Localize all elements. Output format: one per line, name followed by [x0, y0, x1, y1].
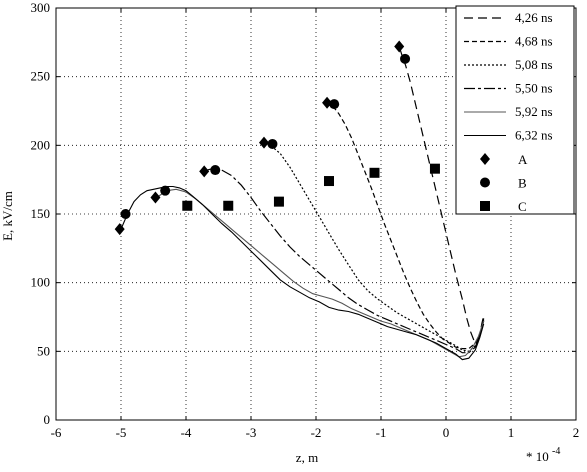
legend-label: C [518, 199, 527, 214]
marker-c [273, 196, 284, 207]
legend-marker-a [480, 153, 490, 165]
y-tick-label: 150 [31, 206, 51, 221]
y-tick-label: 100 [31, 275, 51, 290]
legend-label: 6,32 ns [515, 128, 553, 143]
y-tick-label: 50 [37, 343, 50, 358]
legend-label: 5,92 ns [515, 104, 553, 119]
x-tick-label: -4 [181, 425, 192, 440]
legend-box [455, 5, 575, 215]
marker-c [369, 167, 380, 178]
marker-layer [114, 40, 440, 236]
x-multiplier-base: * 10 [526, 449, 549, 464]
legend-marker-c [480, 201, 490, 211]
legend-marker-b [480, 177, 490, 188]
marker-a [259, 136, 269, 149]
x-tick-label: -6 [51, 425, 62, 440]
legend-label: 5,08 ns [515, 57, 553, 72]
x-axis-multiplier: * 10 -4 [526, 446, 560, 464]
marker-b [329, 99, 340, 110]
series-line-4 [202, 168, 485, 354]
series-line-5 [156, 188, 485, 358]
x-axis-label: z, m [296, 450, 318, 465]
legend: 4,26 ns 4,68 ns 5,08 ns 5,50 ns 5,92 ns 6,32 … [455, 5, 575, 215]
marker-a [114, 223, 125, 236]
legend-label: 4,68 ns [515, 34, 553, 49]
legend-label: 5,50 ns [515, 81, 553, 96]
x-tick-label: -2 [311, 425, 322, 440]
axis-ticks: -6 -5 -4 -3 -2 -1 0 1 2 0 50 100 150 200 250 300 [31, 0, 580, 440]
y-tick-label: 200 [31, 137, 51, 152]
legend-label: 4,26 ns [515, 10, 553, 25]
y-tick-label: 0 [44, 412, 51, 427]
marker-a [394, 40, 405, 53]
marker-b [400, 53, 411, 64]
series-line-3 [263, 142, 485, 352]
x-tick-label: -5 [116, 425, 127, 440]
legend-label: A [518, 152, 528, 167]
marker-c [223, 200, 234, 211]
x-tick-label: -1 [376, 425, 387, 440]
x-multiplier-exponent: -4 [552, 446, 560, 457]
marker-b [267, 138, 278, 149]
x-tick-label: 2 [573, 425, 580, 440]
marker-b [160, 185, 171, 196]
marker-b [210, 165, 221, 176]
marker-a [199, 165, 210, 178]
y-tick-label: 300 [31, 0, 51, 15]
marker-a [150, 191, 161, 204]
marker-c [182, 200, 193, 211]
x-tick-label: -3 [246, 425, 257, 440]
legend-label: B [518, 176, 527, 191]
y-tick-label: 250 [31, 69, 51, 84]
series-line-2 [325, 102, 485, 350]
x-tick-label: 0 [443, 425, 450, 440]
marker-b [120, 209, 131, 219]
x-tick-label: 1 [508, 425, 515, 440]
y-axis-label: E, kV/cm [0, 191, 15, 241]
marker-c [429, 163, 440, 174]
marker-c [324, 176, 334, 187]
